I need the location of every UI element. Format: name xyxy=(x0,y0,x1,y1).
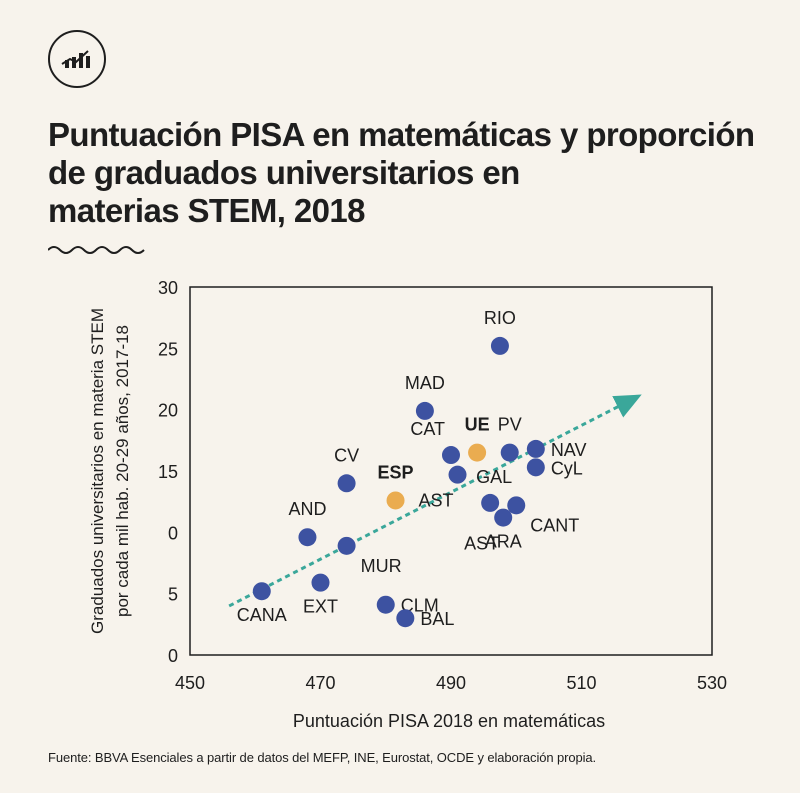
point-label-mad: MAD xyxy=(405,373,445,393)
point-label-bal: BAL xyxy=(420,609,454,629)
x-tick-label: 490 xyxy=(436,673,466,693)
point-label-nav: NAV xyxy=(551,440,587,460)
data-point-ue xyxy=(468,443,487,462)
y-axis-title-line-1: Graduados universitarios en materia STEM xyxy=(88,308,107,634)
y-axis-title-line-2: por cada mil hab. 20-29 años, 2017-18 xyxy=(113,325,132,617)
data-point-cat xyxy=(442,446,460,465)
x-tick-label: 450 xyxy=(175,673,205,693)
chart-title: Puntuación PISA en matemáticas y proporc… xyxy=(48,116,768,230)
source-note: Fuente: BBVA Esenciales a partir de dato… xyxy=(48,750,597,765)
point-label-ue: UE xyxy=(465,415,490,435)
point-label-cana: CANA xyxy=(237,605,287,625)
point-label-cv: CV xyxy=(334,445,359,465)
point-label-and: AND xyxy=(288,499,326,519)
data-point-ast xyxy=(448,465,467,484)
data-point-clm xyxy=(376,595,395,614)
data-point-rio xyxy=(490,336,509,355)
data-point-cant xyxy=(507,496,526,515)
chart-title-line-1: Puntuación PISA en matemáticas y proporc… xyxy=(48,116,755,153)
point-label-pv: PV xyxy=(498,415,522,435)
y-tick-label: 0 xyxy=(168,523,178,543)
point-label-ara: ARA xyxy=(485,532,522,552)
y-tick-label: 0 xyxy=(168,646,178,666)
chart-title-line-3: materias STEM, 2018 xyxy=(48,192,366,229)
data-point-nav xyxy=(526,439,545,458)
x-tick-label: 530 xyxy=(697,673,727,693)
y-tick-label: 15 xyxy=(158,462,178,482)
data-point-gal xyxy=(481,493,500,512)
x-tick-label: 510 xyxy=(566,673,596,693)
trend-line xyxy=(228,394,642,608)
y-tick-label: 20 xyxy=(158,401,178,421)
point-label-cant: CANT xyxy=(530,515,579,535)
plot-frame xyxy=(189,286,713,656)
point-label-mur: MUR xyxy=(361,556,402,576)
data-point-cv xyxy=(337,474,356,493)
data-point-esp xyxy=(386,491,405,510)
title-underline-squiggle xyxy=(48,246,145,254)
point-label-ext: EXT xyxy=(303,597,338,617)
x-axis-title: Puntuación PISA 2018 en matemáticas xyxy=(293,711,605,731)
point-label-ast: AST xyxy=(464,534,499,554)
y-tick-label: 25 xyxy=(158,339,178,359)
point-label-cat: CAT xyxy=(410,419,445,439)
data-point-mur xyxy=(337,536,356,555)
chart-title-line-2: de graduados universitarios en xyxy=(48,154,520,191)
data-point-cana xyxy=(252,582,271,601)
data-point-mad xyxy=(415,401,434,420)
bar-chart-trend-icon xyxy=(61,50,90,68)
data-point-and xyxy=(298,528,317,547)
y-tick-label: 5 xyxy=(168,585,178,605)
x-tick-label: 470 xyxy=(305,673,335,693)
data-point-ast xyxy=(494,508,513,527)
point-label-gal: GAL xyxy=(476,467,512,487)
point-label-ast: AST xyxy=(419,491,454,511)
y-tick-label: 30 xyxy=(158,278,178,298)
data-point-ext xyxy=(311,573,330,592)
scatter-chart: 0 5 0 15 20 25 30 450 470 490 510 530 Puntuación PIS… xyxy=(88,278,727,731)
data-point-cyl xyxy=(526,458,545,477)
data-point-bal xyxy=(396,609,415,628)
point-label-cyl: CyL xyxy=(551,458,583,478)
data-point-pv xyxy=(500,443,519,462)
point-label-esp: ESP xyxy=(378,462,414,482)
logo-badge xyxy=(48,30,106,88)
point-label-rio: RIO xyxy=(484,308,516,328)
